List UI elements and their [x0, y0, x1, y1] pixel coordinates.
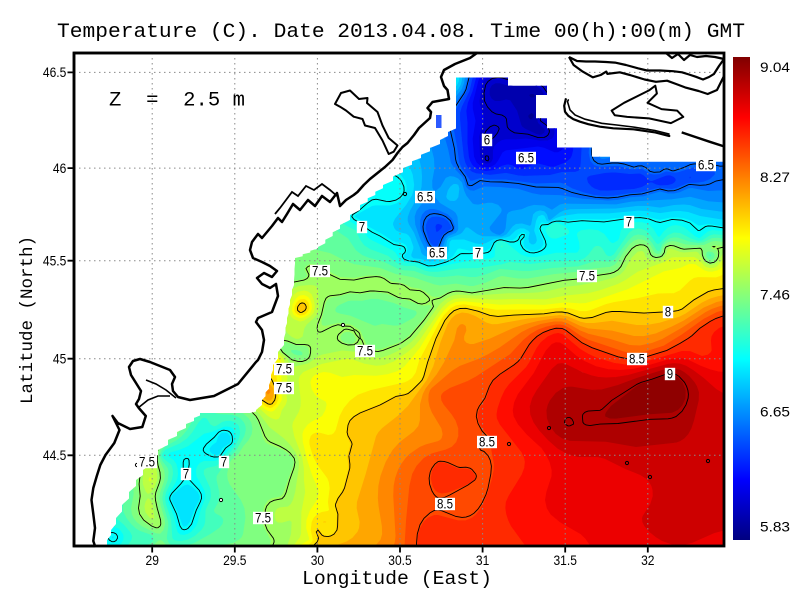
svg-text:6.5: 6.5: [518, 151, 534, 166]
svg-text:7: 7: [626, 215, 632, 230]
svg-text:7: 7: [475, 246, 481, 261]
svg-text:29: 29: [146, 553, 159, 569]
svg-text:Latitude (North): Latitude (North): [18, 236, 38, 404]
svg-text:29.5: 29.5: [223, 553, 246, 569]
svg-text:8.27: 8.27: [760, 170, 790, 186]
svg-text:7.5: 7.5: [255, 511, 271, 526]
svg-text:8.5: 8.5: [629, 352, 645, 367]
svg-text:7.5: 7.5: [276, 381, 292, 396]
svg-text:7.5: 7.5: [276, 362, 292, 377]
svg-text:6.65: 6.65: [760, 404, 790, 420]
svg-text:31.5: 31.5: [554, 553, 577, 569]
svg-text:8.5: 8.5: [479, 435, 495, 450]
svg-text:6.5: 6.5: [417, 190, 433, 205]
svg-text:45: 45: [53, 351, 66, 367]
svg-text:7.5: 7.5: [139, 455, 155, 470]
svg-text:7.5: 7.5: [579, 269, 595, 284]
svg-text:7.5: 7.5: [357, 344, 373, 359]
svg-text:9.04: 9.04: [760, 60, 790, 76]
svg-text:Z = 2.5 m: Z = 2.5 m: [109, 90, 245, 113]
svg-text:44.5: 44.5: [43, 448, 66, 464]
svg-text:9: 9: [667, 367, 673, 382]
svg-text:30: 30: [311, 553, 324, 569]
svg-text:7.5: 7.5: [312, 264, 328, 279]
svg-text:6.5: 6.5: [429, 246, 445, 261]
svg-text:7: 7: [359, 220, 365, 235]
svg-text:45.5: 45.5: [43, 253, 66, 269]
svg-text:7.46: 7.46: [760, 287, 790, 303]
svg-text:30.5: 30.5: [388, 553, 411, 569]
svg-text:46: 46: [53, 161, 66, 177]
svg-text:31: 31: [476, 553, 489, 569]
svg-text:8: 8: [665, 305, 671, 320]
svg-text:7: 7: [221, 455, 227, 470]
svg-text:46.5: 46.5: [43, 65, 66, 81]
svg-text:6: 6: [484, 133, 490, 148]
svg-text:7: 7: [183, 467, 189, 482]
svg-text:Temperature (C). Date 2013.04.: Temperature (C). Date 2013.04.08. Time 0…: [57, 21, 745, 44]
svg-text:5.83: 5.83: [760, 520, 790, 536]
svg-text:6.5: 6.5: [698, 158, 714, 173]
svg-text:Longitude (East): Longitude (East): [302, 568, 492, 590]
svg-text:8.5: 8.5: [437, 497, 453, 512]
svg-text:32: 32: [641, 553, 654, 569]
